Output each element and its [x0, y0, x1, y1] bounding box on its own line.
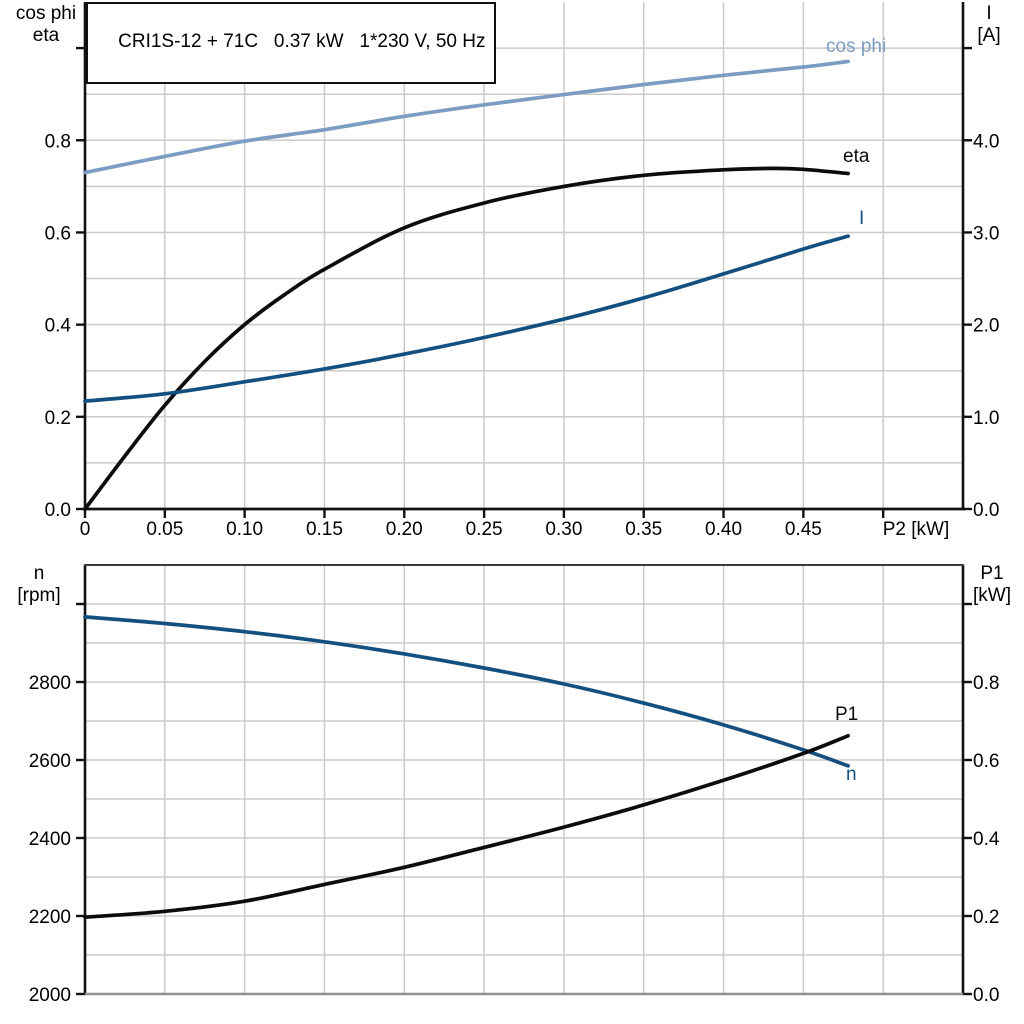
right-tick-label: 0.8: [973, 673, 999, 694]
right-tick-label: 0.0: [973, 500, 999, 521]
curve-eta: [83, 166, 850, 511]
right-tick-label: 0.6: [973, 751, 999, 772]
right-tick-label: 4.0: [973, 131, 999, 152]
eta-axis-title: eta: [32, 25, 60, 46]
top-right-axis-title: I [A]: [960, 3, 1018, 47]
x-tick-label: 0.40: [705, 519, 742, 540]
left-tick-label: 0.2: [45, 408, 71, 429]
left-tick-label: 2400: [29, 829, 71, 850]
bottom-right-axis-title: P1 [kW]: [962, 563, 1022, 607]
right-tick-label: 3.0: [973, 223, 999, 244]
n-curve-label: n: [846, 764, 857, 785]
p1-curve-label: P1: [835, 704, 859, 725]
speed-axis-title: n: [33, 563, 45, 584]
current-axis-title: I: [986, 3, 992, 24]
top-left-axis-title: cos phi eta: [6, 3, 86, 47]
curve-p1: [83, 733, 850, 920]
x-tick-label: 0.05: [146, 519, 183, 540]
cos-phi-axis-title: cos phi: [15, 3, 77, 24]
curve-cos-phi: [83, 59, 850, 175]
bottom-left-axis-title: n [rpm]: [0, 563, 78, 607]
bottom-chart: 2000 2200 2400 2600 2800 0.0 0.2 0.4 0.6 0.8: [29, 564, 1000, 1006]
chart-title: CRI1S-12 + 71C 0.37 kW 1*230 V, 50 Hz: [118, 31, 486, 52]
right-tick-label: 1.0: [973, 408, 999, 429]
cos-phi-curve-label: cos phi: [826, 36, 887, 57]
left-tick-label: 0.6: [45, 223, 71, 244]
curve-i: [83, 234, 850, 403]
left-tick-label: 0.4: [45, 316, 72, 337]
kw-unit-label: [kW]: [973, 585, 1011, 606]
x-axis-unit-label: P2 [kW]: [883, 519, 950, 540]
right-tick-label: 0.2: [973, 907, 999, 928]
x-tick-label: 0.15: [306, 519, 343, 540]
x-tick-label: 0.45: [785, 519, 822, 540]
ampere-unit-label: [A]: [977, 25, 1001, 46]
rpm-unit-label: [rpm]: [17, 585, 61, 606]
x-tick-label: 0.25: [466, 519, 503, 540]
x-tick-label: 0.10: [226, 519, 263, 540]
left-tick-label: 0.0: [45, 500, 71, 521]
left-tick-label: 0.8: [45, 131, 71, 152]
p1-axis-title: P1: [980, 563, 1004, 584]
right-tick-label: 2.0: [973, 316, 999, 337]
top-chart: 0.0 0.2 0.4 0.6 0.8 0.0 1.0 2.0 3.0 4.0 0 0.05 0.10 0…: [45, 2, 999, 540]
x-tick-label: 0.30: [545, 519, 582, 540]
curve-n: [83, 615, 850, 768]
x-tick-label: 0: [80, 519, 91, 540]
left-tick-label: 2800: [29, 673, 71, 694]
x-tick-label: 0.35: [625, 519, 662, 540]
left-tick-label: 2000: [29, 985, 71, 1006]
left-tick-label: 2600: [29, 751, 71, 772]
current-curve-label: I: [859, 208, 865, 229]
right-tick-label: 0.0: [973, 985, 999, 1006]
chart-title-box: CRI1S-12 + 71C 0.37 kW 1*230 V, 50 Hz: [86, 2, 497, 84]
eta-curve-label: eta: [843, 146, 870, 167]
right-tick-label: 0.4: [973, 829, 1000, 850]
x-tick-label: 0.20: [386, 519, 423, 540]
left-tick-label: 2200: [29, 907, 71, 928]
